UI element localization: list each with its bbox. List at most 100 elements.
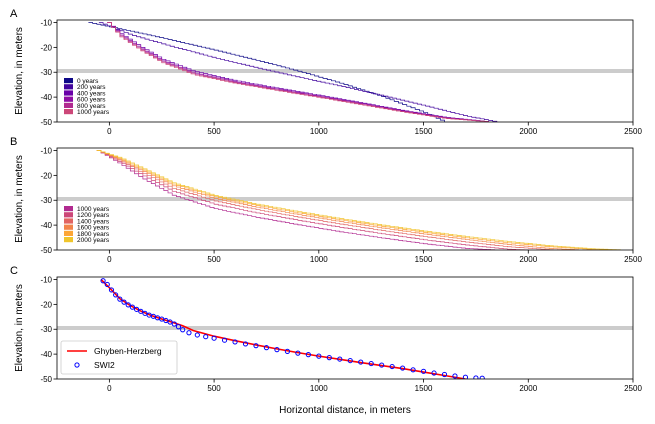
swi2-point [121, 299, 127, 305]
legend-label: 1000 years [77, 109, 110, 116]
y-tick-label: -30 [40, 196, 52, 205]
legend-marker [74, 362, 80, 368]
series-ghyben-herzberg [100, 278, 466, 379]
x-tick-label: 1500 [415, 255, 433, 264]
swi2-point [368, 360, 374, 367]
x-tick-label: 0 [107, 255, 112, 264]
y-tick-label: -50 [40, 246, 52, 255]
x-tick-label: 1500 [415, 384, 433, 393]
x-tick-label: 2000 [519, 255, 537, 264]
legend-label: Ghyben-Herzberg [94, 346, 162, 356]
legend-label: 1600 years [77, 225, 110, 232]
x-tick-label: 0 [107, 384, 112, 393]
series-line [107, 22, 489, 122]
swi2-point [232, 339, 238, 345]
swi2-point [379, 362, 385, 368]
swi2-point [358, 359, 364, 365]
legend-label: 1800 years [77, 231, 110, 238]
plot-area [96, 150, 621, 250]
x-tick-label: 1500 [415, 127, 433, 136]
legend-swatch [64, 90, 73, 96]
swi2-point [138, 308, 144, 314]
x-tick-label: 2500 [624, 384, 642, 393]
swi2-point [284, 348, 290, 354]
plot-area [88, 22, 498, 122]
y-tick-label: -50 [40, 375, 52, 384]
x-tick-label: 1000 [310, 384, 328, 393]
y-axis-label: Elevation, in meters [14, 27, 25, 115]
legend-label: 1200 years [77, 212, 110, 219]
y-tick-label: -10 [40, 275, 52, 284]
legend-swatch [64, 78, 73, 84]
y-tick-label: -40 [40, 93, 52, 102]
legend-swatch [64, 224, 73, 230]
x-tick-label: 500 [207, 127, 221, 136]
x-tick-label: 1000 [310, 127, 328, 136]
panel-label: B [10, 136, 17, 148]
swi2-point [452, 373, 458, 379]
y-tick-label: -30 [40, 68, 52, 77]
panel-label: C [10, 265, 18, 277]
y-tick-label: -30 [40, 325, 52, 334]
series-line [96, 150, 558, 250]
panel-label: A [10, 8, 18, 20]
x-tick-label: 2000 [519, 127, 537, 136]
x-tick-label: 1000 [310, 255, 328, 264]
swi2-point [108, 287, 115, 293]
plot-area [100, 278, 485, 379]
axes-frame [56, 19, 634, 123]
panel-a: 0 500 1000 1500 2000 2500 -10 -20 -30 -40 -50 Eleva… [10, 8, 642, 136]
panel-b: 0 500 1000 1500 2000 2500 -10 -20 -30 -40 -50 Eleva… [10, 136, 642, 264]
x-tick-label: 2500 [624, 127, 642, 136]
legend-swatch [64, 230, 73, 236]
x-tick-label: 2000 [519, 384, 537, 393]
y-tick-label: -50 [40, 118, 52, 127]
legend-swatch [64, 84, 73, 90]
legend: Ghyben-Herzberg SWI2 [60, 340, 178, 375]
swi2-point [142, 310, 148, 316]
y-tick-label: -10 [40, 146, 52, 155]
swi2-point [389, 363, 395, 370]
legend-swatch [64, 96, 73, 102]
swi2-point [125, 302, 131, 308]
series-swi2 [100, 278, 485, 379]
swi2-point [133, 306, 140, 312]
y-tick-label: -10 [40, 18, 52, 27]
x-tick-label: 0 [107, 127, 112, 136]
swi2-point [295, 350, 301, 356]
swi2-point [400, 365, 406, 371]
axes-frame [56, 276, 634, 380]
legend-swatch [64, 109, 73, 115]
axes-frame [56, 147, 634, 251]
swi2-point [462, 374, 469, 379]
swi2-point [473, 375, 479, 379]
swi2-point [410, 367, 416, 373]
legend-label: 400 years [77, 90, 106, 97]
legend-label: SWI2 [94, 360, 115, 370]
y-axis-label: Elevation, in meters [14, 155, 25, 243]
series-line [96, 150, 621, 250]
swi2-point [203, 334, 209, 340]
swi2-point [129, 304, 136, 310]
x-tick-label: 500 [207, 255, 221, 264]
swi2-point [180, 327, 186, 333]
swi2-point [305, 352, 311, 358]
swi2-point [117, 296, 123, 302]
swi2-point [242, 341, 249, 347]
swi2-point [171, 321, 177, 327]
series-line [96, 150, 579, 250]
swi2-point [175, 324, 182, 330]
swi2-point [347, 357, 353, 364]
swi2-point [253, 343, 259, 349]
series-line [88, 22, 445, 122]
legend-label: 1400 years [77, 218, 110, 225]
swi2-point [326, 355, 332, 361]
swi2-point [194, 332, 200, 338]
legend-swatch [64, 102, 73, 108]
legend-swatch [64, 237, 73, 243]
swi2-point [316, 353, 322, 359]
legend-label: 600 years [77, 97, 106, 104]
swi2-point [479, 375, 485, 379]
legend-label: 200 years [77, 84, 106, 91]
